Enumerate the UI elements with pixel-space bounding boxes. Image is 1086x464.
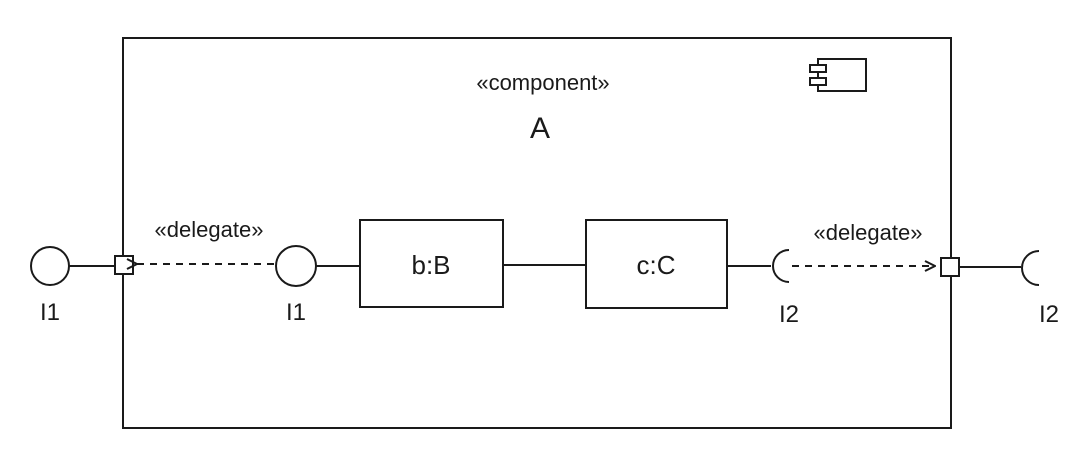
inner-provided-interface-i1 <box>275 245 360 287</box>
part-c-label: c:C <box>637 250 676 280</box>
part-c <box>585 219 728 309</box>
left-port <box>114 255 134 275</box>
right-port <box>940 257 960 277</box>
part-b-label: b:B <box>411 250 450 280</box>
inner-required-interface-label: I2 <box>779 301 799 328</box>
part-b <box>359 219 504 308</box>
outer-required-interface-label: I2 <box>1039 301 1059 328</box>
right-delegate-label: «delegate» <box>814 220 923 245</box>
component-name: A <box>530 112 550 145</box>
component-frame <box>122 37 952 429</box>
left-delegate-label: «delegate» <box>155 217 264 242</box>
outer-provided-interface-i1 <box>30 246 115 286</box>
outer-provided-interface-label: I1 <box>40 299 60 326</box>
outer-required-interface-i2 <box>959 250 1040 286</box>
inner-provided-interface-label: I1 <box>286 299 306 326</box>
component-icon <box>809 58 867 92</box>
component-stereotype: «component» <box>476 70 609 95</box>
inner-required-interface-i2 <box>727 249 790 283</box>
